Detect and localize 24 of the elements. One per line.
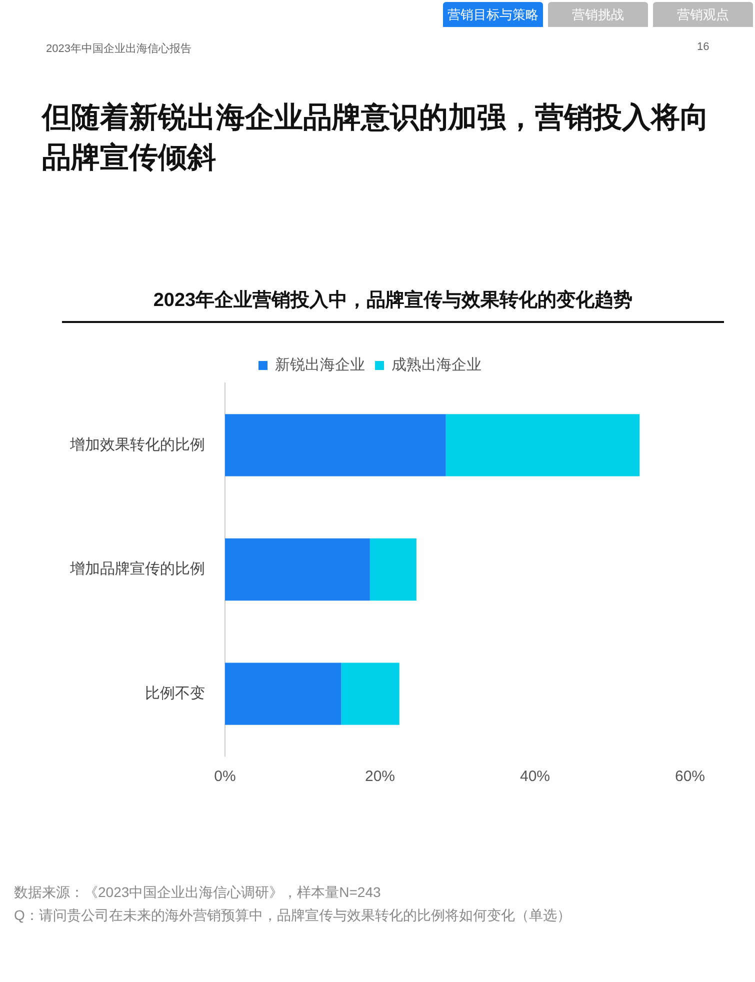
bar	[225, 662, 342, 725]
text: 营销观点	[653, 2, 753, 27]
bar	[370, 538, 416, 601]
x-tick-label: 40%	[520, 768, 550, 786]
bar	[225, 414, 446, 476]
chart-subtitle: 但随着新锐出海企业品牌意识的加强，营销投入将向品牌宣传倾斜	[42, 100, 710, 176]
y-tick-label: 比例不变	[145, 684, 205, 702]
text: 营销挑战	[548, 2, 648, 27]
text: 16	[697, 41, 710, 53]
text: 营销目标与策略	[443, 2, 543, 27]
text: 2023年中国企业出海信心报告	[46, 42, 192, 56]
bar	[446, 414, 640, 476]
text: Q：请问贵公司在未来的海外营销预算中，品牌宣传与效果转化的比例将如何变化（单选）	[14, 907, 571, 925]
x-tick-label: 60%	[674, 768, 706, 786]
legend-label: 成熟出海企业	[392, 356, 482, 374]
bar	[341, 662, 400, 725]
x-tick-label: 0%	[214, 768, 236, 786]
y-tick-label: 增加品牌宣传的比例	[69, 560, 205, 578]
y-tick-label: 增加效果转化的比例	[69, 436, 205, 454]
bar	[225, 538, 370, 601]
x-tick-label: 20%	[364, 768, 396, 786]
legend-label: 新锐出海企业	[275, 356, 365, 374]
chart-title: 2023年企业营销投入中，品牌宣传与效果转化的变化趋势	[62, 287, 724, 323]
source-note: 数据来源：《2023中国企业出海信心调研》，样本量N=243	[14, 884, 381, 902]
